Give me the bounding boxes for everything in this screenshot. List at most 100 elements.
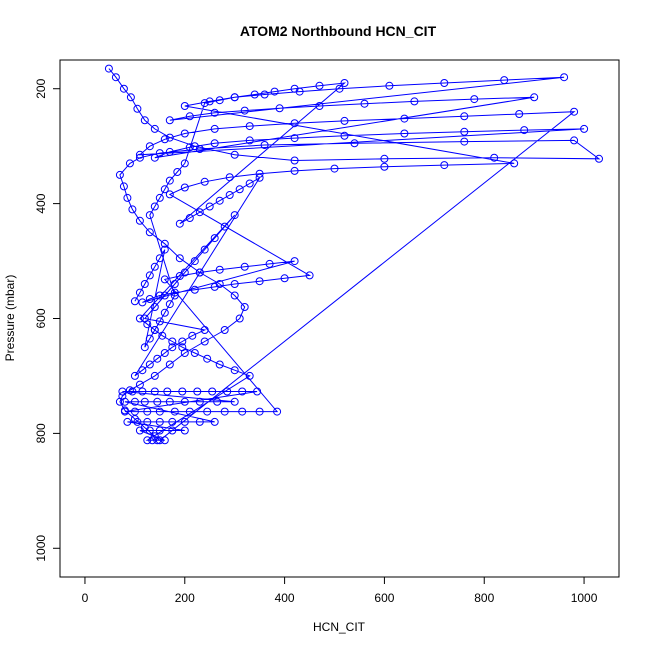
- data-point: [200, 337, 209, 346]
- data-point: [255, 173, 264, 182]
- data-point: [245, 371, 254, 380]
- data-point: [190, 349, 199, 357]
- data-point: [385, 81, 394, 90]
- data-point: [143, 417, 152, 426]
- data-point: [160, 275, 169, 284]
- data-point: [145, 211, 154, 220]
- data-point: [133, 417, 142, 426]
- data-point: [133, 104, 142, 113]
- data-point: [126, 93, 135, 102]
- data-point: [165, 360, 174, 369]
- x-tick-label: 400: [275, 591, 295, 605]
- data-point: [135, 288, 144, 297]
- data-point: [570, 136, 579, 145]
- data-point: [155, 193, 164, 202]
- data-point: [470, 95, 479, 104]
- data-point: [210, 417, 219, 426]
- data-point: [148, 436, 157, 445]
- data-point: [240, 262, 249, 271]
- data-point: [273, 407, 282, 416]
- data-point: [170, 280, 179, 288]
- data-point: [135, 314, 144, 323]
- data-point: [200, 245, 209, 254]
- data-point: [210, 108, 219, 117]
- data-point: [510, 159, 519, 168]
- data-point: [143, 436, 152, 445]
- data-point: [230, 291, 239, 300]
- data-point: [155, 149, 164, 158]
- y-tick-label: 200: [34, 78, 48, 98]
- data-point: [260, 90, 269, 99]
- data-point: [215, 96, 224, 105]
- data-point: [195, 208, 204, 217]
- data-point: [220, 407, 229, 416]
- data-point: [440, 161, 449, 170]
- data-point: [205, 97, 214, 106]
- data-point: [165, 147, 174, 156]
- data-point: [118, 387, 127, 396]
- data-point: [165, 190, 174, 199]
- y-axis-label: Pressure (mbar): [3, 275, 17, 362]
- data-point: [340, 79, 349, 87]
- data-point: [380, 162, 389, 171]
- data-point: [290, 166, 299, 175]
- data-point: [220, 326, 229, 334]
- data-point: [280, 274, 289, 283]
- data-point: [290, 257, 299, 266]
- data-point: [380, 154, 389, 163]
- data-point: [160, 245, 169, 254]
- data-point: [153, 397, 162, 406]
- x-tick-label: 1000: [571, 591, 598, 605]
- data-point: [530, 93, 539, 102]
- data-point: [120, 397, 129, 406]
- data-point: [175, 219, 184, 228]
- data-point: [145, 426, 154, 435]
- data-point: [168, 343, 177, 352]
- data-point: [158, 331, 167, 340]
- data-point: [170, 288, 179, 297]
- data-point: [145, 142, 154, 151]
- data-point: [150, 371, 159, 380]
- x-tick-label: 800: [474, 591, 494, 605]
- data-point: [253, 387, 262, 396]
- data-point: [225, 173, 234, 182]
- data-point: [460, 112, 469, 121]
- data-point: [130, 407, 139, 416]
- data-point: [145, 334, 154, 343]
- data-point: [213, 397, 222, 406]
- data-point: [290, 156, 299, 165]
- data-point: [119, 84, 128, 93]
- data-point: [290, 134, 299, 143]
- data-point: [305, 271, 314, 280]
- data-point: [160, 291, 169, 300]
- data-point: [165, 176, 174, 185]
- data-point: [195, 145, 204, 153]
- data-point: [123, 417, 132, 426]
- x-axis: 0 200 400 600 800 1000: [82, 577, 598, 605]
- data-point: [260, 141, 269, 149]
- data-point: [165, 300, 174, 309]
- data-point: [115, 397, 124, 406]
- data-point: [140, 280, 149, 288]
- data-point: [223, 387, 232, 396]
- data-point: [250, 90, 259, 99]
- data-point: [150, 303, 159, 311]
- data-point: [193, 387, 202, 396]
- data-point: [155, 426, 164, 435]
- data-point: [220, 222, 229, 231]
- data-point: [595, 154, 603, 163]
- data-point: [265, 259, 274, 268]
- data-point: [153, 436, 162, 445]
- data-point: [173, 168, 182, 176]
- data-point: [230, 366, 239, 375]
- data-point: [130, 397, 139, 406]
- data-point: [180, 129, 189, 138]
- data-point: [119, 182, 128, 191]
- data-point: [215, 196, 224, 205]
- data-point: [178, 337, 187, 346]
- data-point: [180, 417, 189, 426]
- data-point: [195, 397, 204, 406]
- x-axis-label: HCN_CIT: [313, 620, 366, 634]
- data-point: [230, 397, 239, 406]
